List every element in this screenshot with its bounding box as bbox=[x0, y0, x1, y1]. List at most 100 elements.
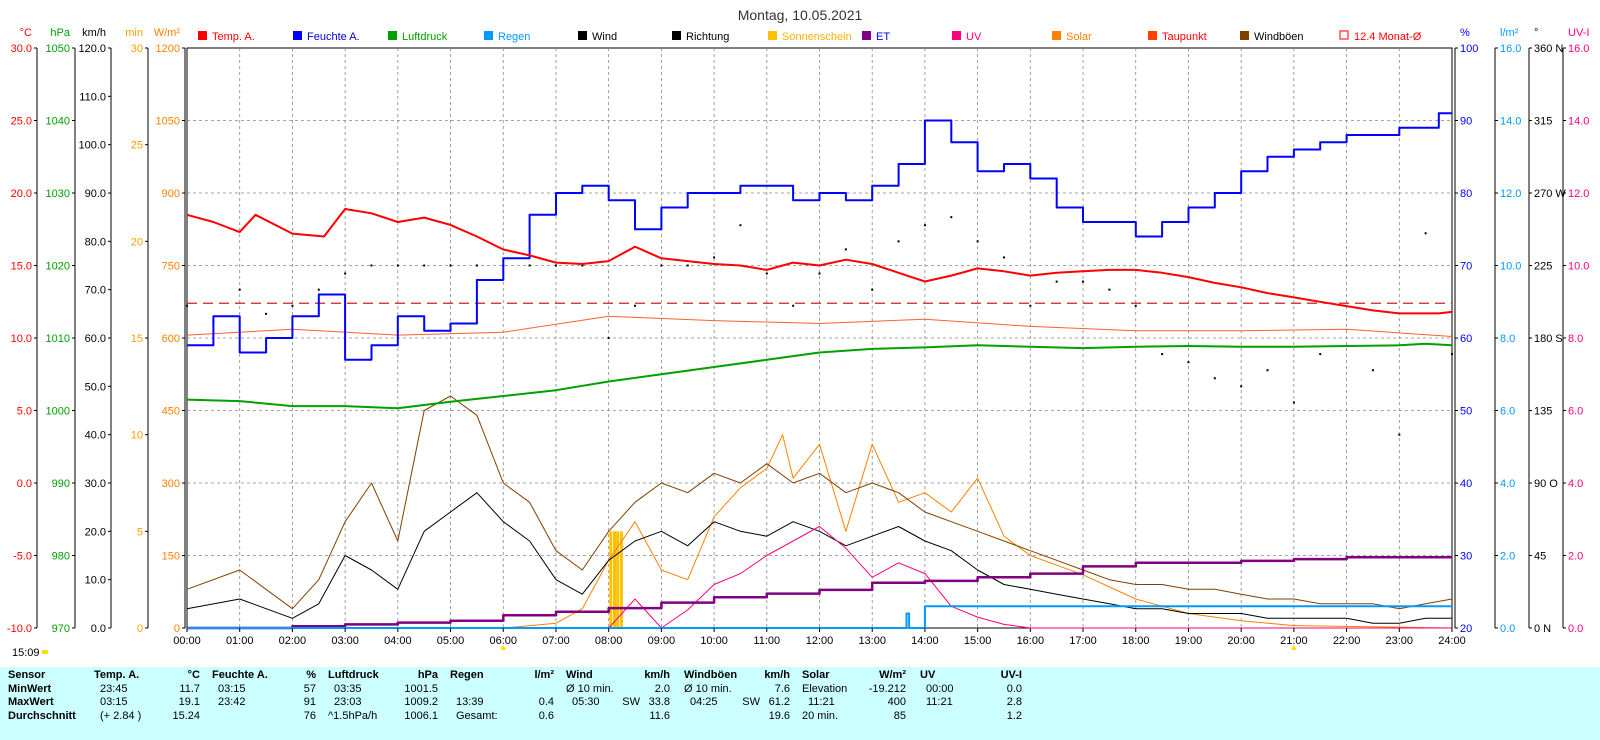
legend-label: Luftdruck bbox=[402, 31, 448, 43]
stat-time: 00:00 bbox=[926, 682, 954, 695]
axis-tick-label: 90.0 bbox=[85, 188, 106, 200]
legend-label: Temp. A. bbox=[212, 31, 255, 43]
stats-unit: UV-I bbox=[1000, 669, 1022, 681]
series-line-uv bbox=[187, 526, 1452, 629]
row-label: Durchschnitt bbox=[8, 709, 76, 722]
stats-header: Solar bbox=[802, 669, 830, 681]
axis-tick-label: 990 bbox=[52, 478, 70, 490]
axis-tick-label: 70 bbox=[1460, 261, 1472, 273]
axis-tick-label: 20 bbox=[1460, 623, 1472, 635]
axis-tick-label: 300 bbox=[162, 478, 180, 490]
legend-label: ET bbox=[876, 31, 890, 43]
stat-value: 15.24 bbox=[172, 709, 200, 722]
legend-swatch-icon bbox=[1052, 31, 1061, 40]
direction-point bbox=[554, 264, 557, 267]
legend-swatch-icon bbox=[768, 31, 777, 40]
direction-point bbox=[739, 224, 742, 227]
direction-point bbox=[396, 264, 399, 267]
stat-value: 11.6 bbox=[649, 709, 670, 722]
axis-tick-label: 180 S bbox=[1534, 333, 1563, 345]
axis-unit-pressure: hPa bbox=[50, 27, 70, 39]
axis-tick-label: 0 bbox=[137, 623, 143, 635]
axis-tick-label: 225 bbox=[1534, 261, 1552, 273]
x-tick-label: 19:00 bbox=[1175, 635, 1203, 647]
direction-point bbox=[792, 304, 795, 307]
axis-tick-label: 50.0 bbox=[85, 381, 106, 393]
x-tick-label: 07:00 bbox=[542, 635, 570, 647]
direction-point bbox=[317, 288, 320, 291]
axis-tick-label: 0.0 bbox=[17, 478, 32, 490]
axis-tick-label: 10 bbox=[131, 430, 143, 442]
stats-col-uv: UV UV-I 00:00 0.0 11:21 2.8 1.2 bbox=[920, 669, 1022, 723]
x-tick-label: 17:00 bbox=[1069, 635, 1097, 647]
x-tick-label: 04:00 bbox=[384, 635, 412, 647]
legend-swatch-icon bbox=[484, 31, 493, 40]
stat-time: 03:15 bbox=[218, 682, 246, 695]
stats-header: Luftdruck bbox=[328, 669, 379, 681]
footer-time: 15:09 bbox=[12, 647, 40, 659]
axis-tick-label: 14.0 bbox=[1568, 116, 1589, 128]
legend-label: 12.4 Monat-Ø bbox=[1354, 31, 1422, 43]
sunshine-bar bbox=[619, 531, 623, 628]
x-tick-label: 06:00 bbox=[489, 635, 517, 647]
stat-value: 0.6 bbox=[538, 709, 554, 722]
stat-value: 0.0 bbox=[1006, 682, 1022, 695]
axis-tick-label: 25.0 bbox=[11, 116, 32, 128]
axis-tick-label: 12.0 bbox=[1500, 188, 1521, 200]
direction-point bbox=[1451, 353, 1453, 356]
direction-point bbox=[765, 272, 768, 275]
sunshine-bar bbox=[612, 531, 616, 628]
stats-col-rain: Regen l/m² 13:39 0.4 Gesamt: 0.6 bbox=[450, 669, 554, 723]
axis-tick-label: 10.0 bbox=[85, 575, 106, 587]
stat-value: 11.7 bbox=[179, 682, 200, 695]
axis-unit-uvi: UV-I bbox=[1568, 27, 1589, 39]
series-line-regen bbox=[187, 605, 1452, 629]
axis-tick-label: 40.0 bbox=[85, 430, 106, 442]
axis-tick-label: 0.0 bbox=[1568, 623, 1583, 635]
axes-layer: °C 30.0 25.0 20.0 15.0 10.0 5.0 0.0 -5.0 -10.0 hPa… bbox=[7, 27, 1590, 635]
direction-point bbox=[1319, 353, 1322, 356]
axis-unit-temp: °C bbox=[20, 27, 32, 39]
direction-point bbox=[607, 337, 610, 339]
direction-point bbox=[1424, 232, 1427, 235]
stats-col-gusts: Windböen km/h Ø 10 min. 7.6 04:25 SW 61.2 19… bbox=[684, 669, 790, 723]
direction-point bbox=[475, 264, 478, 267]
stats-unit: km/h bbox=[764, 669, 790, 681]
series-line-et bbox=[187, 556, 1452, 630]
stat-value: 2.0 bbox=[654, 682, 670, 695]
axis-unit-rain: l/m² bbox=[1500, 27, 1519, 39]
direction-point bbox=[581, 264, 584, 267]
series-layer bbox=[186, 112, 1453, 630]
x-tick-label: 22:00 bbox=[1333, 635, 1361, 647]
stat-time: 23:45 bbox=[100, 682, 128, 695]
stat-time: 13:39 bbox=[456, 696, 484, 708]
stats-col-temp: Temp. A. °C 23:45 11.7 03:15 19.1 (+ 2.84 )… bbox=[94, 669, 200, 723]
sunset-marker-icon bbox=[1290, 645, 1297, 650]
axis-tick-label: 16.0 bbox=[1568, 43, 1589, 55]
series-line-temp-a bbox=[186, 208, 1453, 315]
legend: Temp. A. Feuchte A. Luftdruck Regen Wind Rich… bbox=[198, 30, 1422, 43]
axis-tick-label: 60.0 bbox=[85, 333, 106, 345]
stats-unit: % bbox=[306, 669, 316, 681]
legend-label: UV bbox=[966, 31, 982, 43]
x-tick-label: 00:00 bbox=[173, 635, 201, 647]
stats-col-humidity: Feuchte A.% 03:15 57 23:42 91 76 bbox=[212, 669, 316, 723]
axis-tick-label: -10.0 bbox=[7, 623, 32, 635]
x-tick-label: 14:00 bbox=[911, 635, 939, 647]
stats-unit: hPa bbox=[417, 669, 438, 681]
axis-tick-label: 900 bbox=[162, 188, 180, 200]
row-label: MaxWert bbox=[8, 696, 54, 708]
legend-swatch-icon bbox=[862, 31, 871, 40]
legend-label: Solar bbox=[1066, 31, 1092, 43]
chart-title: Montag, 10.05.2021 bbox=[738, 7, 863, 23]
axis-tick-label: 450 bbox=[162, 406, 180, 418]
stat-dir: SW bbox=[622, 696, 640, 708]
direction-point bbox=[660, 264, 663, 267]
direction-point bbox=[344, 272, 347, 275]
legend-label: Regen bbox=[498, 31, 530, 43]
direction-point bbox=[423, 264, 426, 267]
stat-time: 23:03 bbox=[334, 696, 362, 708]
axis-tick-label: 15.0 bbox=[11, 261, 32, 273]
axis-tick-label: 100 bbox=[1460, 43, 1478, 55]
legend-swatch-icon bbox=[198, 31, 207, 40]
